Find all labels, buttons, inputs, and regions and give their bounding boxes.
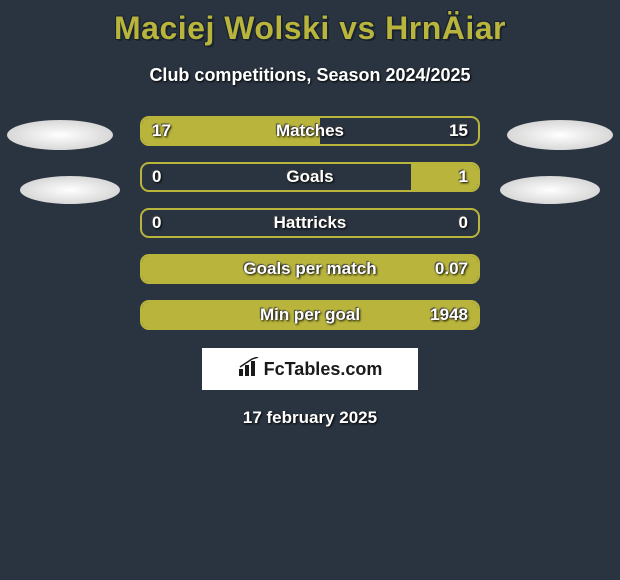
stat-bar: 0 Hattricks 0 [140,208,480,238]
chart-icon [238,357,260,382]
stat-bar: 0 Goals 1 [140,162,480,192]
comparison-title: Maciej Wolski vs HrnÄiar [0,0,620,47]
stat-value-right: 1948 [430,305,468,325]
stat-label: Goals per match [243,259,376,279]
player-left-badge-top [7,120,113,150]
stat-value-right: 0 [459,213,468,233]
stat-bar: Min per goal 1948 [140,300,480,330]
stats-bars-container: 17 Matches 15 0 Goals 1 0 Hattricks 0 Go… [0,116,620,330]
player-left-badge-bottom [20,176,120,204]
stat-value-left: 0 [152,213,161,233]
stat-label: Matches [276,121,344,141]
stat-value-left: 17 [152,121,171,141]
logo-text: FcTables.com [238,357,383,382]
stat-label: Hattricks [274,213,347,233]
stat-value-left: 0 [152,167,161,187]
stat-label: Goals [286,167,333,187]
stat-value-right: 15 [449,121,468,141]
stat-bar: Goals per match 0.07 [140,254,480,284]
logo-label: FcTables.com [264,359,383,380]
fctables-logo: FcTables.com [202,348,418,390]
stat-label: Min per goal [260,305,360,325]
stat-value-right: 1 [459,167,468,187]
comparison-date: 17 february 2025 [0,408,620,428]
player-right-badge-bottom [500,176,600,204]
player-right-badge-top [507,120,613,150]
stat-value-right: 0.07 [435,259,468,279]
comparison-subtitle: Club competitions, Season 2024/2025 [0,65,620,86]
stat-bar: 17 Matches 15 [140,116,480,146]
